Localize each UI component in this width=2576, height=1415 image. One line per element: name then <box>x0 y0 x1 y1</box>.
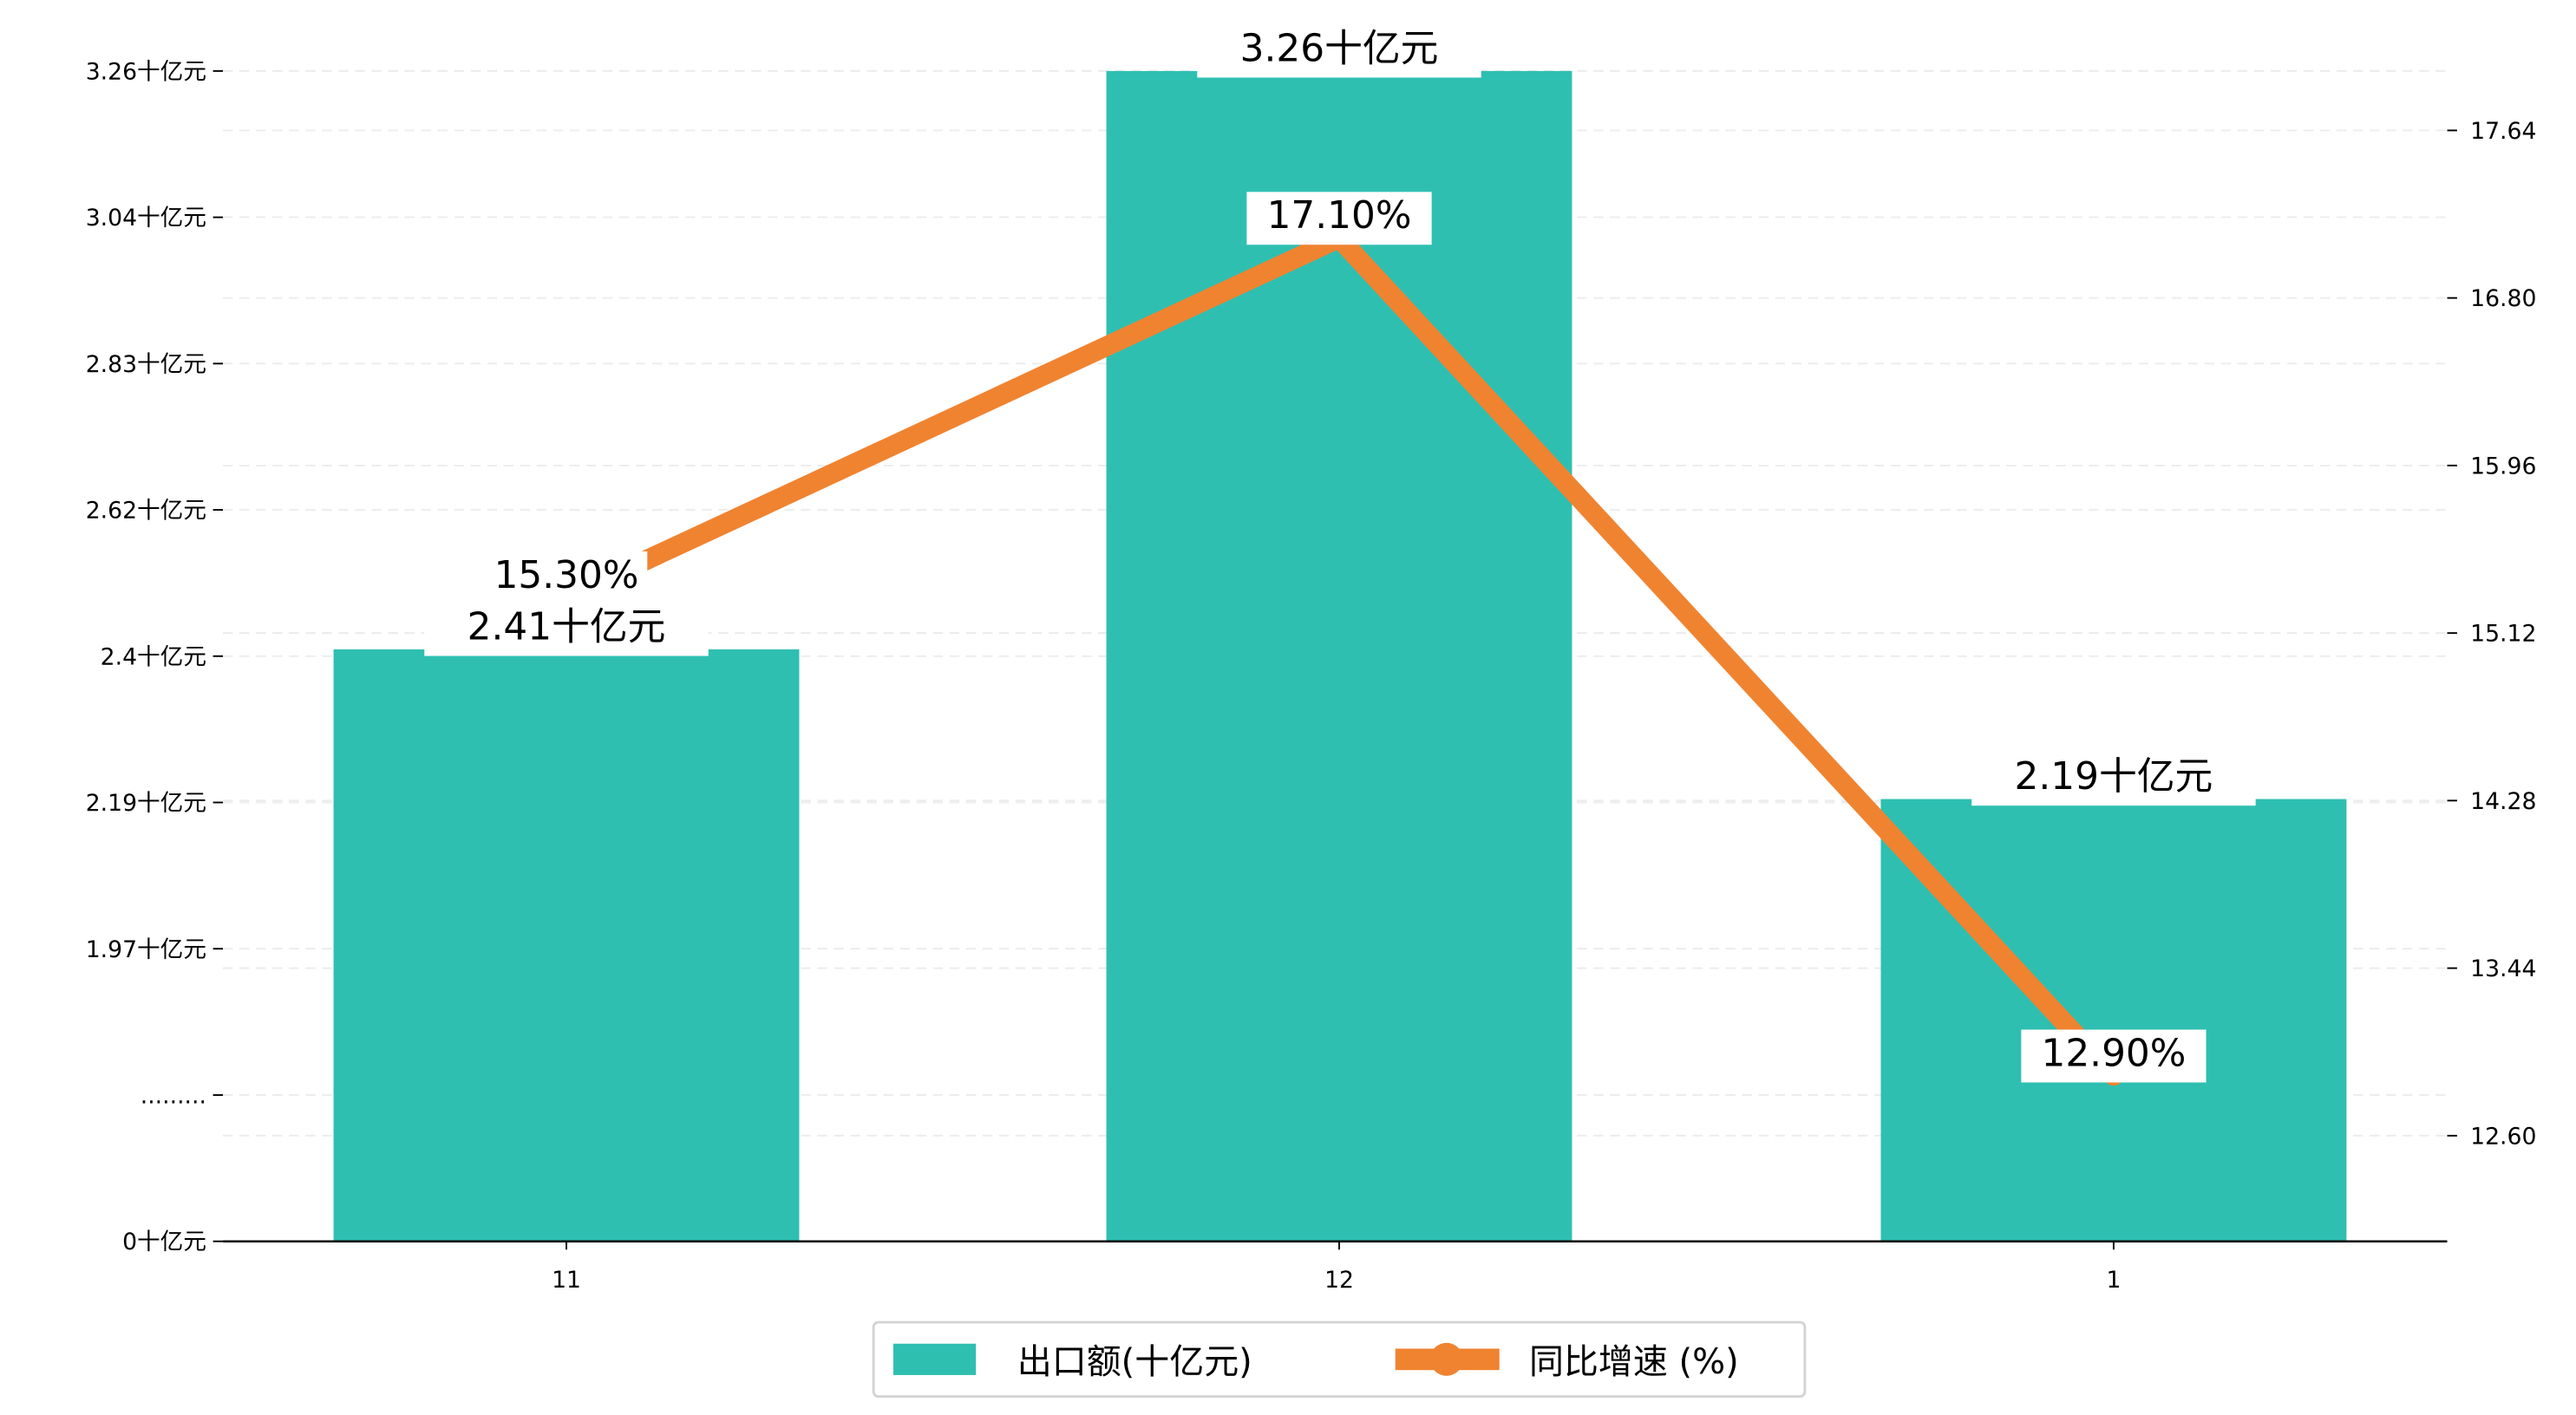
left-tick-label: 0十亿元 <box>122 1229 206 1255</box>
bar-label-11-bg <box>424 603 709 656</box>
legend-line-marker <box>1429 1342 1463 1376</box>
right-tick-label: 17.64 <box>2470 118 2536 145</box>
left-tick-label: 3.04十亿元 <box>86 205 206 231</box>
bar-12 <box>1106 70 1572 1242</box>
right-tick-label: 15.96 <box>2470 453 2536 479</box>
legend-label-growth: 同比增速 (%) <box>1529 1342 1739 1382</box>
left-tick-label: 1.97十亿元 <box>86 936 206 963</box>
x-tick-label: 1 <box>2106 1267 2121 1294</box>
line-label-12: 17.10% <box>1267 193 1412 238</box>
line-label-11: 15.30% <box>494 553 639 597</box>
line-label-1-bg <box>2021 1029 2207 1083</box>
right-tick-label: 13.44 <box>2470 955 2536 982</box>
bar-11 <box>333 649 800 1242</box>
left-tick-label: 2.62十亿元 <box>86 498 206 525</box>
bar-label-11: 2.41十亿元 <box>467 605 666 649</box>
data-labels: 2.41十亿元 3.26十亿元 2.19十亿元 15.30% 17.10% 12.90% <box>424 24 2256 1083</box>
line-label-1: 12.90% <box>2041 1031 2186 1075</box>
bar-label-12-bg <box>1197 24 1481 78</box>
legend-box <box>872 1320 1807 1399</box>
left-tick-label: 2.19十亿元 <box>86 790 206 817</box>
legend-bar-swatch <box>892 1343 977 1375</box>
right-tick-label: 15.12 <box>2470 621 2536 648</box>
x-tick-label: 12 <box>1324 1267 1354 1294</box>
right-tick-label: 14.28 <box>2470 788 2536 815</box>
bar-1 <box>1880 799 2347 1242</box>
right-tick-label: 12.60 <box>2470 1123 2536 1150</box>
line-label-11-bg <box>485 551 648 604</box>
right-tick-label: 16.80 <box>2470 285 2536 312</box>
bar-label-12: 3.26十亿元 <box>1240 26 1439 70</box>
bar-label-1: 2.19十亿元 <box>2015 754 2213 799</box>
left-tick-label: 2.4十亿元 <box>101 643 206 670</box>
legend-label-exports: 出口额(十亿元) <box>1017 1342 1252 1382</box>
bar-label-1-bg <box>1971 753 2256 806</box>
x-tick-label: 11 <box>552 1267 581 1294</box>
axes: 0十亿元......... 1.97十亿元 2.19十亿元 2.4十亿元 2.62十亿元… <box>86 58 2537 1294</box>
left-tick-label: ......... <box>141 1082 206 1109</box>
left-tick-label: 3.26十亿元 <box>86 58 206 85</box>
line-label-12-bg <box>1246 192 1432 245</box>
left-tick-label: 2.83十亿元 <box>86 351 206 378</box>
bars <box>333 70 2347 1242</box>
legend: 出口额(十亿元) 同比增速 (%) <box>872 1320 1807 1399</box>
